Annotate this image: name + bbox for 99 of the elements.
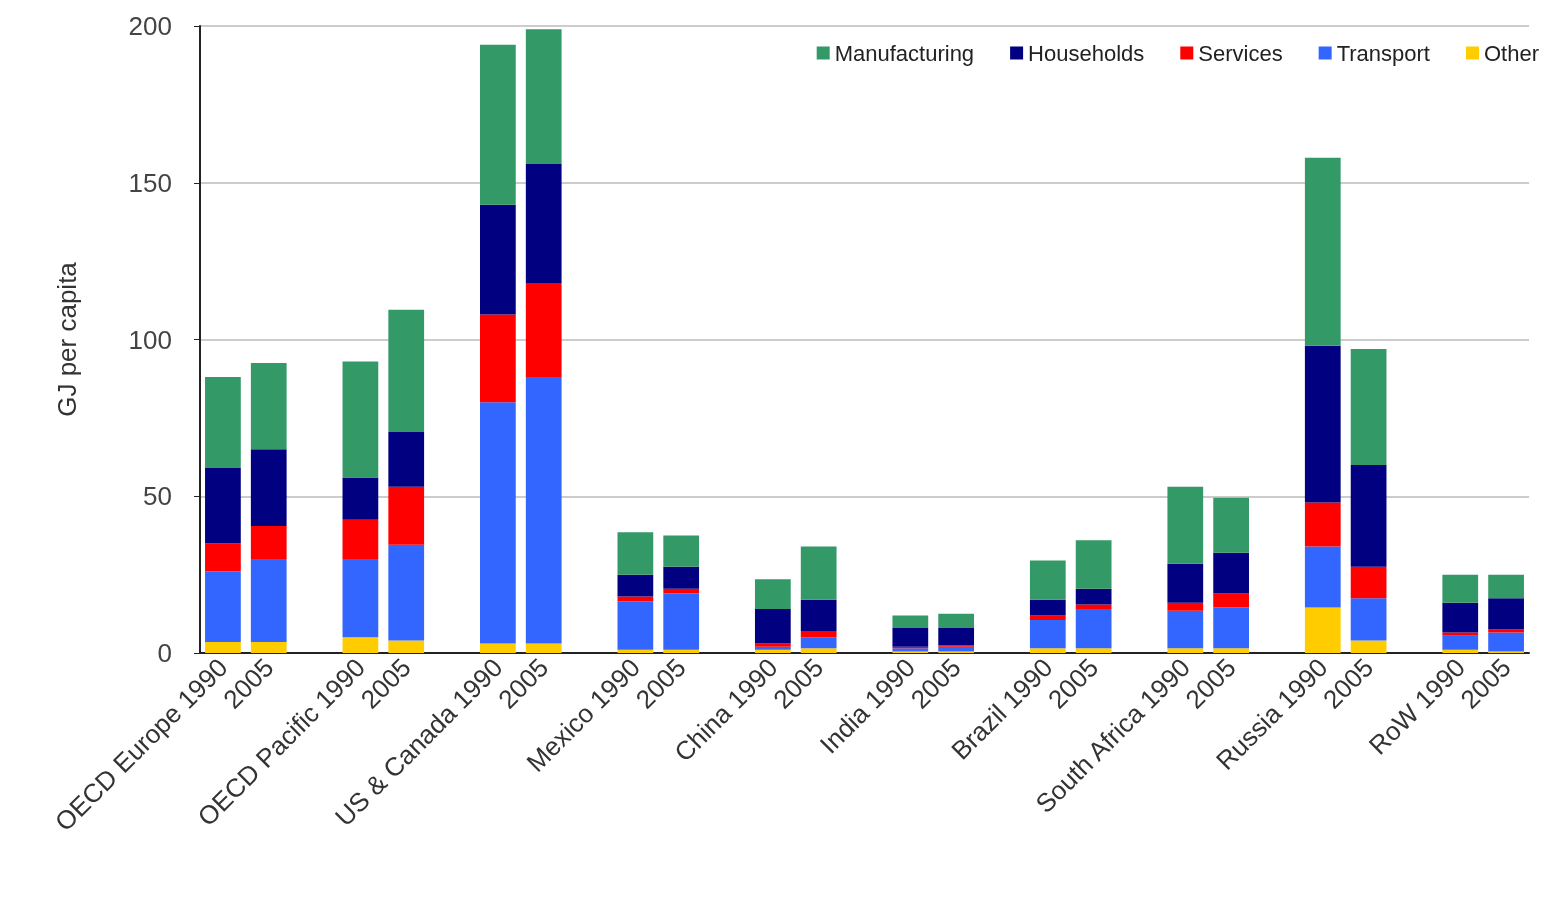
legend-label: Other (1483, 40, 1540, 66)
bar (1167, 602, 1204, 611)
y-tick-label: 150 (128, 167, 172, 198)
y-tick-label: 50 (143, 481, 172, 512)
bar (1442, 635, 1479, 650)
bar (754, 609, 791, 644)
bar (800, 637, 837, 649)
bar (1075, 609, 1112, 649)
bar (1167, 563, 1204, 603)
bar (1442, 602, 1479, 633)
bar (342, 558, 379, 638)
bar (1304, 546, 1341, 608)
bar (250, 449, 287, 527)
bar (892, 615, 929, 628)
bar (1075, 540, 1112, 589)
bar (800, 546, 837, 600)
bar (1304, 607, 1341, 653)
bar (1075, 588, 1112, 605)
bar (663, 593, 700, 650)
bar (1488, 632, 1524, 652)
bar (1029, 615, 1066, 621)
bar (1167, 648, 1204, 653)
y-tick-label: 100 (128, 324, 172, 355)
bar (663, 535, 700, 567)
bar (1213, 552, 1249, 594)
bar (800, 648, 837, 653)
bar (1350, 464, 1387, 567)
bar (1213, 497, 1249, 553)
bar (342, 477, 379, 520)
bar (205, 543, 241, 572)
bar (1213, 607, 1249, 649)
bar (250, 642, 287, 653)
bar (388, 544, 425, 641)
bar (1442, 649, 1479, 653)
bar (1167, 610, 1204, 649)
bar (1029, 620, 1066, 649)
bar (1167, 486, 1204, 564)
y-axis-title: GJ per capita (52, 261, 82, 417)
bar (1350, 640, 1387, 653)
bar (205, 468, 241, 544)
bar (525, 163, 562, 284)
bar (1350, 348, 1387, 465)
bar (800, 631, 837, 638)
bar (250, 363, 287, 450)
bar (388, 640, 425, 653)
bar (617, 649, 654, 653)
bar (1442, 574, 1479, 603)
bar (342, 519, 379, 559)
bar (800, 599, 837, 632)
bar (205, 642, 241, 653)
bar (205, 377, 241, 469)
bar (250, 526, 287, 559)
bar (617, 574, 654, 597)
bar (205, 571, 241, 643)
bar (663, 566, 700, 589)
bar (938, 613, 975, 628)
bar (1350, 566, 1387, 599)
bar (1075, 648, 1112, 653)
bar (388, 309, 425, 432)
legend-label: Households (1028, 40, 1145, 66)
legend-label: Transport (1336, 40, 1430, 66)
bar (480, 44, 516, 205)
bar (1488, 598, 1524, 630)
bar (480, 643, 516, 653)
bar (525, 377, 562, 644)
bar (754, 579, 791, 610)
bar (617, 532, 654, 575)
bar (663, 649, 700, 653)
bar (1442, 632, 1479, 636)
bar (1488, 574, 1524, 599)
bar (342, 361, 379, 478)
bar (525, 29, 562, 164)
y-tick-label: 0 (157, 638, 172, 668)
bar (388, 431, 425, 487)
bar (480, 402, 516, 644)
bar (1075, 604, 1112, 610)
bar (1304, 345, 1341, 503)
bar (1488, 629, 1524, 633)
legend-label: Manufacturing (834, 40, 975, 66)
bar (388, 486, 425, 545)
bar (1029, 560, 1066, 600)
bar (1029, 648, 1066, 653)
bar (480, 314, 516, 403)
legend-label: Services (1198, 40, 1283, 66)
bar (525, 283, 562, 378)
bar (480, 204, 516, 315)
bar (1213, 648, 1249, 653)
bar (1350, 598, 1387, 641)
bar (525, 643, 562, 653)
bar (938, 627, 975, 646)
bar (250, 558, 287, 643)
y-tick-label: 200 (128, 11, 172, 41)
bar (1213, 593, 1249, 608)
bar (617, 601, 654, 650)
bar (1304, 502, 1341, 547)
bar (1304, 157, 1341, 346)
bar (342, 637, 379, 653)
bar (892, 627, 929, 647)
bar (1029, 599, 1066, 616)
